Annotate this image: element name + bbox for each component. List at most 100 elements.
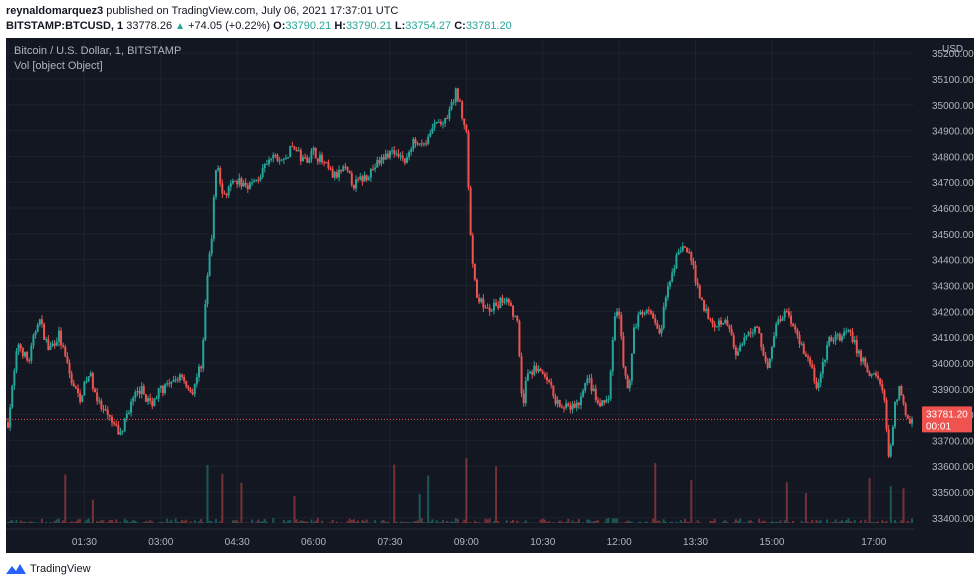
brand-label[interactable]: TradingView: [30, 563, 91, 575]
candle-body: [753, 326, 756, 333]
candle-body: [480, 298, 483, 302]
candle-body: [853, 340, 856, 343]
candle-body: [596, 400, 599, 403]
tradingview-logo-icon[interactable]: [6, 563, 26, 575]
candle-body: [68, 362, 71, 374]
candle-body: [410, 149, 413, 153]
candle-body: [359, 176, 362, 180]
candle-body: [172, 379, 175, 382]
candle-body: [164, 384, 167, 394]
volume-bar: [329, 522, 332, 523]
volume-bar: [652, 518, 655, 523]
candle-body: [796, 330, 799, 336]
volume-bar: [843, 522, 846, 523]
candle-body: [898, 386, 901, 400]
candle-body: [658, 328, 661, 334]
low-value: 33754.27: [405, 20, 452, 32]
candle-body: [153, 398, 156, 407]
candle-body: [425, 143, 428, 145]
volume-bar: [870, 521, 873, 523]
candle-body: [874, 373, 877, 376]
price-badge: [922, 406, 972, 433]
volume-bar: [785, 482, 788, 523]
volume-bar: [548, 521, 551, 523]
volume-bar: [321, 520, 324, 523]
candle-body: [287, 156, 290, 158]
volume-bar: [261, 520, 264, 523]
candle-body: [745, 335, 748, 338]
candle-body: [193, 384, 196, 395]
volume-bar: [836, 522, 839, 523]
time-tick-label: 03:00: [148, 537, 173, 548]
price-badge-value: 33781.20: [926, 409, 968, 420]
volume-bar: [894, 520, 897, 523]
candle-body: [259, 176, 262, 180]
volume-bar: [512, 520, 515, 523]
time-tick-label: 09:00: [454, 537, 479, 548]
volume-bar: [558, 520, 561, 523]
candle-body: [53, 343, 56, 346]
volume-bar: [416, 520, 419, 523]
volume-bar: [168, 521, 171, 523]
candle-body: [346, 166, 349, 171]
candle-body: [236, 181, 239, 185]
candle-body: [386, 153, 389, 158]
candle-body: [299, 149, 302, 162]
volume-bar: [287, 520, 290, 523]
candle-body: [265, 163, 268, 165]
candle-body: [645, 309, 648, 314]
candle-body: [312, 147, 315, 151]
candle-body: [823, 359, 826, 362]
candle-body: [666, 286, 669, 298]
footer: TradingView: [6, 560, 91, 578]
volume-bar: [251, 519, 254, 523]
candle-body: [253, 180, 256, 183]
volume-bar: [64, 474, 67, 523]
candle-body: [104, 409, 107, 411]
candle-body: [537, 368, 540, 372]
volume-bar: [301, 521, 304, 523]
volume-bar: [838, 521, 841, 523]
volume-bar: [422, 522, 425, 523]
candle-body: [197, 366, 200, 378]
candle-body: [849, 330, 852, 333]
volume-bar: [439, 522, 442, 523]
volume-bar: [176, 521, 179, 523]
volume-bar: [49, 521, 52, 523]
candle-body: [62, 345, 65, 347]
candle-body: [89, 373, 92, 377]
volume-bar: [403, 522, 406, 523]
price-tick-label: 35100.00: [932, 75, 974, 86]
candle-body: [607, 399, 610, 401]
volume-bar: [760, 521, 763, 523]
chart-panel[interactable]: 35200.00 35100.00 35000.00 34900.00 34800.00…: [6, 38, 974, 553]
candle-body: [490, 310, 493, 312]
volume-bar: [62, 520, 65, 523]
candle-body: [138, 390, 141, 394]
candle-body: [401, 155, 404, 159]
volume-bar: [72, 522, 75, 523]
candle-body: [811, 364, 814, 369]
candle-body: [329, 168, 332, 170]
candlestick-chart[interactable]: 35200.00 35100.00 35000.00 34900.00 34800.00…: [6, 38, 974, 553]
candle-body: [51, 343, 54, 347]
volume-bar: [758, 518, 761, 523]
volume-bar: [872, 522, 875, 523]
candle-body: [851, 332, 854, 343]
candle-body: [560, 406, 563, 408]
volume-bar: [709, 520, 712, 523]
candle-body: [257, 179, 260, 181]
candle-body: [450, 102, 453, 110]
candle-body: [94, 388, 97, 393]
volume-bar: [768, 522, 771, 523]
volume-bar: [575, 521, 578, 523]
candle-body: [766, 361, 769, 368]
candle-body: [333, 172, 336, 178]
candle-body: [828, 337, 831, 345]
author-name[interactable]: reynaldomarquez3: [6, 5, 104, 17]
volume-bar: [860, 520, 863, 523]
volume-bar: [654, 463, 657, 523]
candle-body: [117, 425, 120, 435]
volume-bar: [484, 518, 487, 523]
price-tick-label: 34700.00: [932, 178, 974, 189]
